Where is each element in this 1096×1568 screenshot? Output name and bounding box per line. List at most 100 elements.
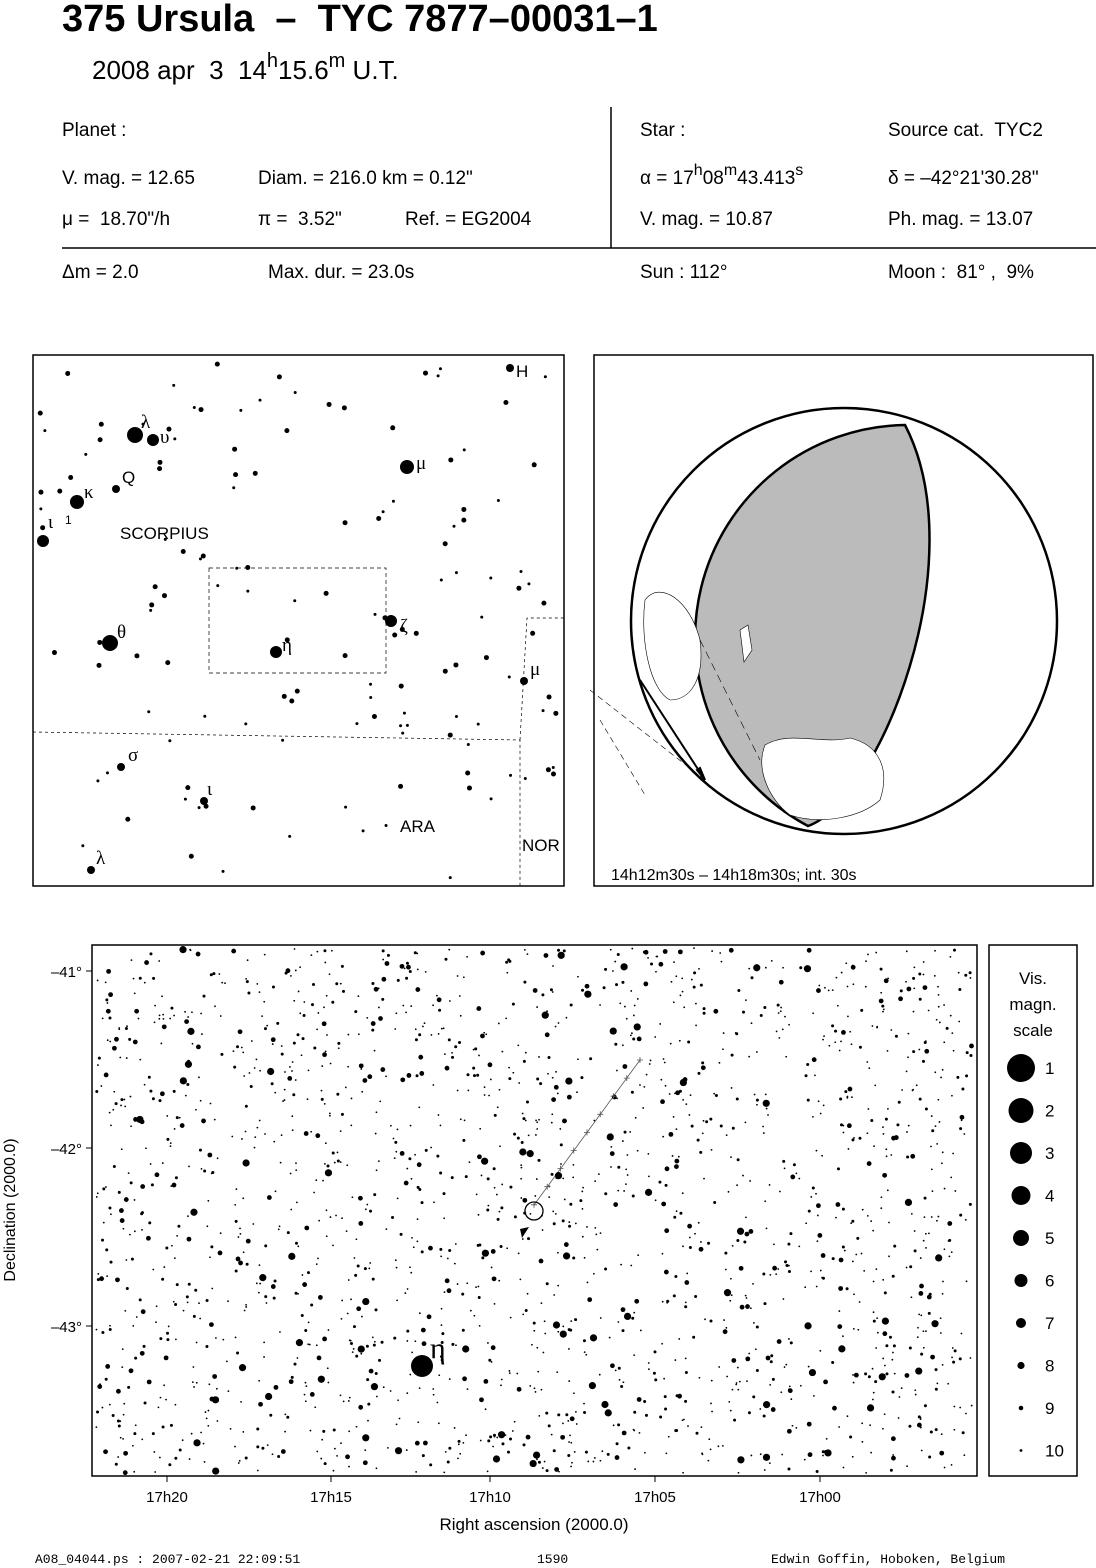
star-dot <box>541 993 545 997</box>
star-dot <box>364 1435 367 1437</box>
star-dot <box>919 1416 922 1419</box>
star-dot <box>851 1455 854 1458</box>
star-dot <box>522 1443 526 1447</box>
star-dot <box>695 1431 699 1435</box>
star-dot <box>553 1084 559 1090</box>
star-dot <box>350 1124 353 1127</box>
star-dot <box>345 1454 350 1460</box>
star-dot <box>559 1330 567 1338</box>
star-dot <box>759 1013 763 1017</box>
star-dot <box>667 1300 670 1303</box>
star-dot <box>934 1125 937 1128</box>
star-dot <box>153 1451 156 1453</box>
star-dot <box>623 1312 632 1321</box>
star-dot <box>306 1271 310 1275</box>
star-dot <box>157 459 163 465</box>
star-dot <box>817 1232 823 1238</box>
star-dot <box>112 1045 117 1051</box>
star-dot <box>132 1039 138 1045</box>
star-dot <box>914 1393 917 1396</box>
star-dot <box>424 1369 427 1371</box>
star-dot <box>81 844 85 848</box>
star-dot <box>684 1305 688 1309</box>
star-dot <box>536 1346 539 1349</box>
star-dot <box>870 1119 874 1123</box>
star-dot <box>233 472 239 478</box>
star-dot <box>452 524 456 528</box>
star-dot <box>675 1128 678 1130</box>
star-dot <box>831 1257 835 1261</box>
star-dot <box>924 1232 927 1235</box>
legend-label: 1 <box>1045 1059 1054 1078</box>
star-dot <box>661 1201 667 1207</box>
star-dot <box>626 1174 629 1176</box>
star-dot <box>789 1232 793 1236</box>
star-dot <box>169 1423 173 1427</box>
bright-star <box>411 1355 433 1377</box>
star-dot <box>586 1226 588 1228</box>
star-dot <box>823 1379 828 1385</box>
star-dot <box>876 1331 879 1334</box>
star-dot <box>190 1432 193 1435</box>
star-dot <box>129 1095 132 1098</box>
star-dot <box>133 1230 136 1233</box>
star-dot <box>952 948 956 952</box>
star-dot <box>533 1387 536 1390</box>
star-dot <box>765 1227 768 1230</box>
star-dot <box>500 1378 503 1381</box>
star-dot <box>315 1344 318 1347</box>
star-dot <box>925 1330 927 1333</box>
star-dot <box>205 1345 209 1349</box>
star-dot <box>739 1304 745 1310</box>
star-dot <box>858 1045 862 1049</box>
star-dot <box>943 1041 946 1044</box>
star-dot <box>462 1376 467 1382</box>
star-dot <box>851 1219 855 1223</box>
star-dot <box>193 1439 201 1447</box>
planet-heading: Planet : <box>62 120 126 141</box>
time-mark <box>623 1075 630 1082</box>
star-dot <box>574 1411 577 1413</box>
star-dot <box>214 361 220 367</box>
star-dot <box>934 1368 938 1372</box>
star-dot <box>843 1249 846 1252</box>
star-dot <box>203 1169 207 1173</box>
star-dot <box>661 1342 664 1345</box>
star-dot <box>258 1119 261 1122</box>
star-dot <box>893 1372 896 1375</box>
path-limit <box>699 639 761 761</box>
star-dot <box>643 949 649 955</box>
star-dot <box>838 1426 841 1428</box>
star-dot <box>438 1008 442 1012</box>
star-dot <box>557 951 565 959</box>
star-dot <box>172 383 176 387</box>
star-dot <box>679 1078 687 1087</box>
star-dot <box>755 1325 759 1329</box>
star-dot <box>522 1059 526 1063</box>
star-dot <box>447 1038 451 1042</box>
star-dot <box>272 1296 276 1300</box>
star-dot <box>537 1460 541 1464</box>
star-dot <box>448 457 454 463</box>
star-dot <box>746 1380 748 1383</box>
star-dot <box>748 967 751 970</box>
star-dot <box>367 1419 369 1422</box>
star-dot <box>631 947 634 950</box>
star-dot <box>663 1395 667 1399</box>
star-dot <box>551 1076 554 1079</box>
star-dot <box>276 374 282 380</box>
star-dot <box>317 1012 320 1014</box>
star-dot <box>371 1028 375 1032</box>
star-dot <box>665 1452 668 1455</box>
star-dot <box>492 1455 501 1463</box>
star-dot <box>629 1034 632 1037</box>
star-dot <box>555 1070 557 1073</box>
star-dot <box>865 1471 867 1474</box>
star-dot <box>184 1019 189 1025</box>
star-dot <box>565 1413 569 1417</box>
star-dot <box>214 1005 216 1008</box>
star-dot <box>780 1006 783 1009</box>
star-dot <box>922 973 925 976</box>
star-dot <box>541 1011 549 1019</box>
star-dot <box>529 1459 537 1468</box>
